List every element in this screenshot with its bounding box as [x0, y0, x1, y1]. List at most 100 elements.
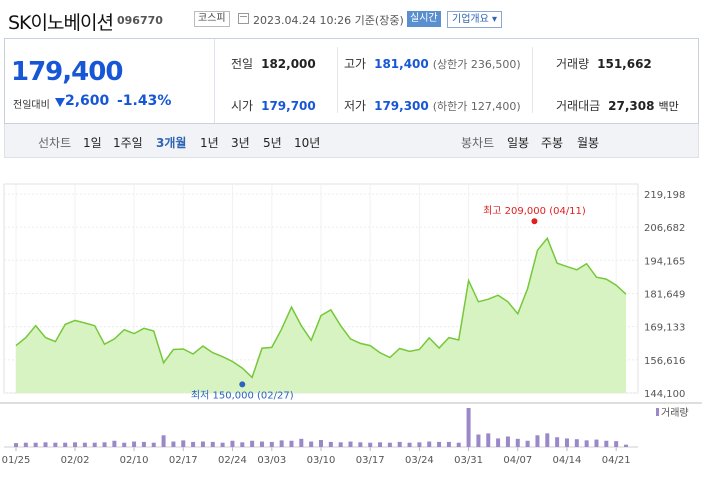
volume-bar [14, 443, 18, 447]
volume-bar [23, 442, 28, 447]
volume-bar [220, 442, 225, 447]
volume-bar [319, 439, 323, 447]
volume-bar [210, 441, 215, 447]
volume-bar [112, 440, 117, 447]
tab-monthly-candle[interactable]: 월봉 [577, 136, 600, 150]
volume-bar [574, 439, 579, 447]
volume-bar [525, 440, 530, 447]
volume-bar [505, 436, 510, 447]
volume-bar [328, 441, 333, 447]
volume-bar [427, 441, 432, 447]
volume-bar [73, 442, 78, 447]
tab-3month[interactable]: 3개월 [156, 136, 187, 150]
volume-bar [53, 442, 58, 447]
volume-bar [358, 442, 363, 447]
upper-limit: (상한가 236,500) [432, 58, 521, 71]
stock-name[interactable]: SK이노베이션 [8, 12, 114, 34]
volume-bar [299, 438, 304, 447]
x-tick-label: 03/17 [356, 455, 385, 466]
volume-bar [269, 441, 274, 447]
prev-close-value: 182,000 [261, 57, 316, 71]
divider [337, 47, 338, 113]
amount-label: 거래대금 [556, 99, 601, 113]
volume-bar [200, 441, 205, 447]
volume-bar [289, 440, 294, 447]
tab-3year[interactable]: 3년 [231, 136, 250, 150]
volume-bar [555, 437, 560, 447]
realtime-badge[interactable]: 실시간 [407, 11, 441, 27]
volume-bar [594, 439, 599, 447]
volume-bar [417, 442, 422, 447]
volume-bar [82, 442, 87, 447]
tab-1day[interactable]: 1일 [83, 136, 102, 150]
volume-bar [437, 441, 442, 447]
volume-bar [456, 442, 461, 447]
x-tick-label: 02/02 [61, 455, 90, 466]
volume-bar [348, 441, 353, 447]
x-tick-label: 01/25 [2, 455, 31, 466]
stock-header: SK이노베이션 096770 코스피 2023.04.24 10:26 기준(장… [0, 0, 702, 38]
tab-weekly-candle[interactable]: 주봉 [541, 136, 564, 150]
volume-bar [545, 433, 550, 447]
volume-bar [43, 442, 48, 447]
volume-bar [92, 442, 97, 447]
min-marker [239, 381, 246, 388]
volume-bar [181, 440, 186, 447]
prev-close: 전일 182,000 [231, 55, 316, 72]
company-info-dropdown[interactable]: 기업개요 ▾ [447, 11, 502, 28]
volume-bar [33, 442, 38, 447]
market-badge: 코스피 [194, 11, 230, 27]
open-price: 시가 179,700 [231, 97, 316, 114]
volume-value: 151,662 [597, 57, 652, 71]
max-annotation: 최고 209,000 (04/11) [483, 205, 586, 217]
line-chart-label: 선차트 [38, 136, 72, 150]
volume-legend-label: 거래량 [661, 407, 689, 419]
tab-1year[interactable]: 1년 [200, 136, 219, 150]
x-tick-label: 02/24 [218, 455, 247, 466]
volume-bar [240, 442, 245, 447]
volume-bar [368, 442, 373, 447]
tab-5year[interactable]: 5년 [263, 136, 282, 150]
quote-datetime: 2023.04.24 10:26 기준(장중) [253, 14, 404, 27]
y-tick-label: 181,649 [644, 290, 685, 301]
volume-bar [466, 408, 471, 447]
x-tick-label: 04/07 [503, 455, 532, 466]
volume-bar [496, 438, 501, 447]
volume-bar [535, 435, 540, 447]
day-low: 저가 179,300 (하한가 127,400) [344, 97, 521, 114]
volume-bar [171, 441, 176, 447]
divider [532, 47, 533, 113]
y-tick-label: 144,100 [644, 389, 685, 400]
x-tick-label: 03/10 [307, 455, 336, 466]
x-tick-label: 03/31 [454, 455, 483, 466]
volume-bar [407, 442, 412, 447]
volume-bar [279, 440, 284, 447]
y-tick-label: 194,165 [644, 256, 685, 267]
tab-10year[interactable]: 10년 [294, 136, 321, 150]
price-change: 2,600 [65, 93, 110, 109]
volume-bar [338, 442, 343, 447]
stock-code: 096770 [117, 14, 163, 27]
volume-bar [397, 441, 402, 447]
volume-bar [141, 441, 146, 447]
high-value: 181,400 [374, 57, 429, 71]
volume-bar [564, 438, 569, 447]
change-label: 전일대비 [13, 100, 50, 111]
tab-daily-candle[interactable]: 일봉 [507, 136, 530, 150]
volume-bar [515, 438, 520, 447]
volume-bar [259, 441, 264, 447]
amount-value: 27,308 [608, 99, 655, 113]
volume-bar [309, 441, 314, 447]
high-label: 고가 [344, 57, 367, 71]
amount-unit: 백만 [658, 100, 679, 113]
tab-1week[interactable]: 1주일 [113, 136, 143, 150]
open-label: 시가 [231, 99, 254, 113]
x-tick-label: 03/03 [257, 455, 286, 466]
quote-panel: 179,400 전일대비 2,600 -1.43% 전일 182,000 고가 18… [4, 38, 699, 124]
volume-bar [486, 433, 491, 447]
volume-bar [191, 441, 196, 447]
low-value: 179,300 [374, 99, 429, 113]
y-tick-label: 206,682 [644, 223, 685, 234]
min-annotation: 최저 150,000 (02/27) [191, 389, 294, 401]
max-marker [531, 218, 538, 225]
